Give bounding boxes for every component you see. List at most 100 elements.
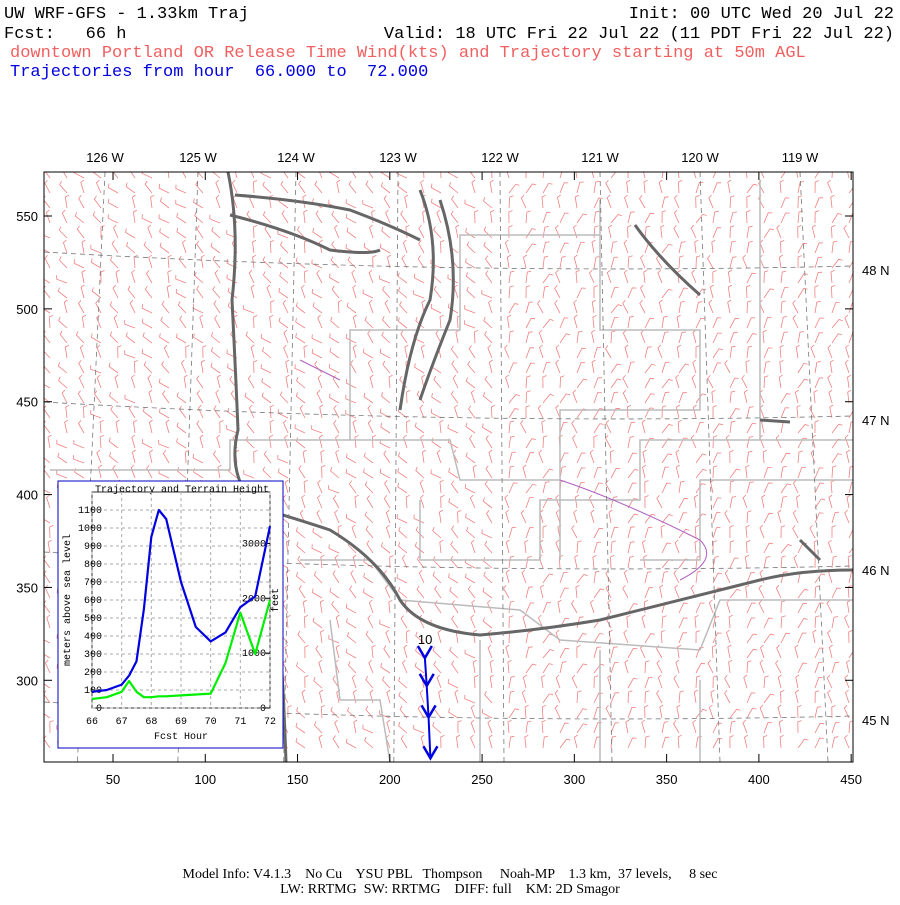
wind-barb (729, 480, 735, 494)
wind-barb (793, 554, 799, 569)
wind-barb (605, 480, 612, 494)
wind-barb (675, 374, 680, 389)
wind-barb (415, 646, 425, 659)
wind-barb (90, 365, 102, 374)
wind-barb (404, 194, 409, 209)
wind-barb (345, 738, 357, 749)
wind-barb (593, 633, 604, 644)
wind-barb (345, 199, 357, 209)
wind-barb (64, 194, 69, 209)
wind-barb (450, 210, 459, 224)
wind-barb (398, 676, 408, 689)
trajectory-label: 10 (418, 632, 432, 647)
wind-barb (448, 708, 459, 719)
wind-barb (487, 719, 493, 734)
wind-barb (80, 284, 85, 299)
wind-barb (437, 629, 442, 644)
wind-barb (542, 273, 554, 284)
wind-barb (690, 434, 697, 449)
wind-barb (92, 172, 102, 179)
wind-barb (366, 540, 374, 554)
wind-barb (525, 602, 535, 614)
wind-barb (312, 528, 323, 539)
wind-barb (610, 241, 618, 254)
wind-barb (196, 420, 204, 434)
wind-barb (113, 314, 119, 329)
wind-barb (627, 647, 638, 659)
wind-barb (554, 300, 561, 314)
wind-barb (352, 554, 357, 569)
y-tick-label: 350 (16, 580, 38, 595)
wind-barb (194, 211, 204, 224)
wind-barb (831, 453, 842, 464)
wind-barb (384, 480, 391, 494)
valid-time: Valid: 18 UTC Fri 22 Jul 22 (11 PDT Fri … (384, 25, 894, 44)
wind-barb (163, 344, 170, 359)
longitude-label: 123 W (379, 150, 417, 165)
wind-barb (65, 404, 70, 419)
wind-barb (780, 690, 785, 704)
wind-barb (780, 287, 789, 299)
wind-barb (250, 344, 255, 359)
wind-barb (243, 470, 255, 479)
wind-barb (661, 243, 673, 254)
wind-barb (576, 690, 582, 704)
wind-barb (712, 452, 722, 464)
wind-barb (592, 554, 597, 569)
wind-barb (831, 722, 840, 734)
wind-barb (542, 362, 551, 374)
wind-barb (763, 693, 775, 704)
wind-barb (779, 179, 784, 194)
wind-barb (644, 377, 655, 389)
y-tick-label: 300 (16, 673, 38, 688)
wind-barb (434, 600, 442, 614)
wind-barb (92, 211, 102, 224)
wind-barb (450, 345, 459, 359)
wind-barb (484, 375, 493, 389)
series-line (91, 508, 272, 693)
wind-barb (396, 172, 408, 179)
wind-barb (465, 228, 476, 239)
wind-barb (366, 495, 374, 509)
wind-barb (780, 172, 786, 179)
wind-barb (780, 465, 787, 479)
wind-barb (131, 374, 136, 389)
latitude-label: 45 N (862, 713, 889, 728)
wind-barb (627, 361, 635, 374)
wind-barb (44, 690, 51, 704)
wind-barb (175, 288, 187, 299)
wind-barb (464, 199, 476, 209)
wind-barb (610, 722, 620, 734)
wind-barb (746, 436, 754, 449)
wind-barb (559, 661, 567, 674)
wind-barb (365, 525, 374, 539)
wind-barb (250, 284, 255, 299)
wind-barb (44, 600, 51, 614)
wind-barb (576, 242, 585, 254)
wind-barb (414, 662, 425, 674)
wind-barb (848, 201, 853, 209)
wind-barb (298, 585, 306, 599)
wind-barb (418, 240, 425, 254)
wind-barb (350, 570, 357, 584)
wind-barb (572, 389, 578, 404)
wind-barb (626, 179, 631, 194)
wind-barb (484, 541, 493, 554)
wind-barb (142, 332, 153, 344)
wind-barb (763, 735, 768, 749)
wind-barb (450, 390, 459, 404)
wind-barb (559, 182, 569, 194)
wind-barb (455, 734, 461, 749)
wind-barb (302, 194, 307, 209)
wind-barb (295, 737, 306, 749)
wind-barb (380, 542, 391, 554)
coastline (234, 193, 421, 242)
wind-barb (559, 587, 569, 599)
wind-barb (278, 317, 289, 329)
wind-barb (74, 212, 85, 224)
wind-barb (814, 361, 821, 374)
wind-barb (464, 320, 476, 329)
wind-barb (284, 479, 289, 494)
wind-barb (644, 346, 652, 359)
wind-barb (843, 225, 850, 239)
